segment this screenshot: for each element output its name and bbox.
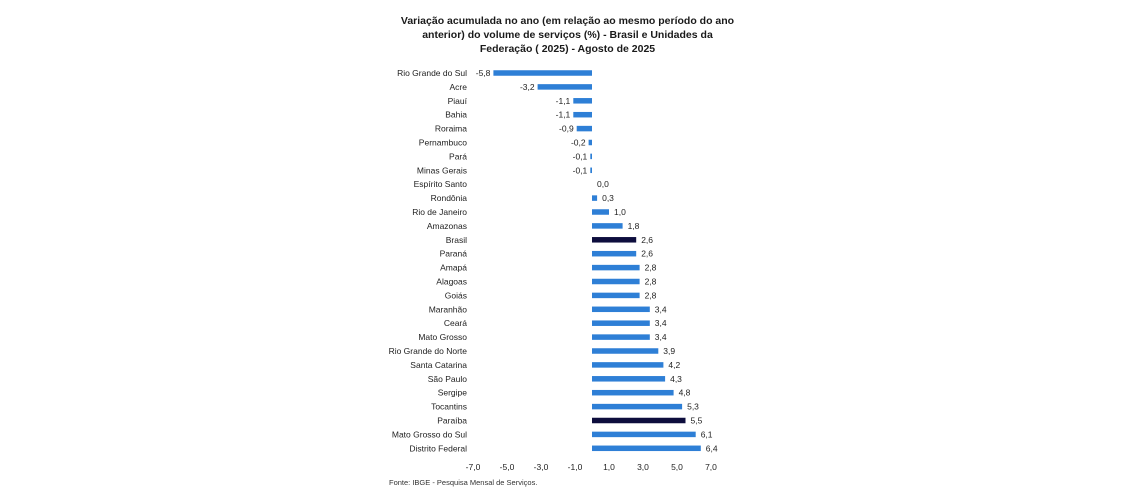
- value-label: 1,0: [614, 207, 626, 217]
- category-label: Pernambuco: [419, 138, 467, 148]
- bar: [573, 98, 592, 104]
- value-label: 4,3: [670, 374, 682, 384]
- x-tick-label: 7,0: [705, 462, 717, 472]
- value-label: 2,6: [641, 249, 653, 259]
- bar: [592, 320, 650, 326]
- category-label: Rondônia: [431, 193, 468, 203]
- bar: [537, 84, 592, 90]
- bar: [573, 111, 592, 118]
- value-label: -1,1: [556, 110, 571, 120]
- value-label: 5,5: [691, 416, 703, 426]
- x-tick-label: -7,0: [466, 462, 481, 472]
- bar: [592, 348, 659, 354]
- category-label: Brasil: [446, 235, 467, 245]
- value-label: 4,8: [679, 388, 691, 398]
- category-label: Piauí: [448, 96, 468, 106]
- bar: [592, 292, 640, 299]
- category-label: Acre: [450, 82, 468, 92]
- category-label: Rio Grande do Norte: [389, 346, 468, 356]
- bar: [592, 362, 664, 368]
- category-label: Goiás: [445, 290, 467, 300]
- bar: [576, 125, 592, 132]
- bar: [592, 250, 637, 257]
- x-tick-label: 1,0: [603, 462, 615, 472]
- x-tick-label: -3,0: [534, 462, 549, 472]
- value-label: -0,9: [559, 124, 574, 134]
- category-label: Pará: [449, 151, 467, 161]
- bar: [493, 70, 592, 76]
- category-label: Bahia: [445, 110, 467, 120]
- bar: [592, 445, 701, 452]
- bar: [592, 209, 609, 215]
- value-label: 3,4: [655, 332, 667, 342]
- category-label: Distrito Federal: [409, 443, 467, 453]
- value-label: 4,2: [668, 360, 680, 370]
- bar: [592, 195, 598, 201]
- x-tick-label: -5,0: [500, 462, 515, 472]
- value-label: 2,8: [645, 263, 657, 273]
- category-label: Sergipe: [438, 388, 468, 398]
- bar: [592, 417, 686, 424]
- x-tick-label: 5,0: [671, 462, 683, 472]
- bar: [590, 167, 592, 174]
- category-label: Amapá: [440, 263, 467, 273]
- category-label: Tocantins: [431, 402, 467, 412]
- category-label: Alagoas: [436, 277, 467, 287]
- category-label: Mato Grosso do Sul: [392, 429, 467, 439]
- bar: [592, 403, 683, 410]
- value-label: 5,3: [687, 402, 699, 412]
- value-label: 2,6: [641, 235, 653, 245]
- chart-title: Variação acumulada no ano (em relação ao…: [400, 15, 735, 55]
- category-label: Minas Gerais: [417, 165, 467, 175]
- bar: [588, 139, 592, 146]
- value-label: 3,9: [663, 346, 675, 356]
- category-label: Mato Grosso: [418, 332, 467, 342]
- bar: [592, 278, 640, 285]
- x-tick-label: -1,0: [568, 462, 583, 472]
- bar: [592, 237, 637, 243]
- value-label: -0,1: [573, 165, 588, 175]
- value-label: 3,4: [655, 304, 667, 314]
- value-label: 3,4: [655, 318, 667, 328]
- bar: [592, 334, 650, 340]
- category-label: Amazonas: [427, 221, 467, 231]
- category-label: Rio de Janeiro: [412, 207, 467, 217]
- value-label: -1,1: [556, 96, 571, 106]
- category-label: São Paulo: [428, 374, 467, 384]
- value-label: 2,8: [645, 290, 657, 300]
- value-label: 0,3: [602, 193, 614, 203]
- category-label: Ceará: [444, 318, 467, 328]
- category-label: Roraima: [435, 124, 467, 134]
- value-label: -0,1: [573, 151, 588, 161]
- bar: [592, 223, 623, 229]
- value-label: -0,2: [571, 138, 586, 148]
- bar: [592, 306, 650, 313]
- value-label: -5,8: [476, 68, 491, 78]
- value-label: 1,8: [628, 221, 640, 231]
- value-label: 0,0: [597, 179, 609, 189]
- category-label: Maranhão: [429, 304, 468, 314]
- category-label: Santa Catarina: [410, 360, 467, 370]
- source-note: Fonte: IBGE - Pesquisa Mensal de Serviço…: [389, 478, 538, 487]
- value-label: 6,1: [701, 429, 713, 439]
- x-tick-label: 3,0: [637, 462, 649, 472]
- category-label: Espírito Santo: [414, 179, 468, 189]
- value-label: 2,8: [645, 277, 657, 287]
- bar: [592, 376, 666, 382]
- bar: [592, 431, 696, 438]
- bar: [592, 264, 640, 271]
- value-label: 6,4: [706, 443, 718, 453]
- category-label: Paraná: [440, 249, 468, 259]
- bar: [590, 153, 592, 160]
- bar: [592, 389, 674, 396]
- category-label: Rio Grande do Sul: [397, 68, 467, 78]
- value-label: -3,2: [520, 82, 535, 92]
- category-label: Paraíba: [437, 416, 467, 426]
